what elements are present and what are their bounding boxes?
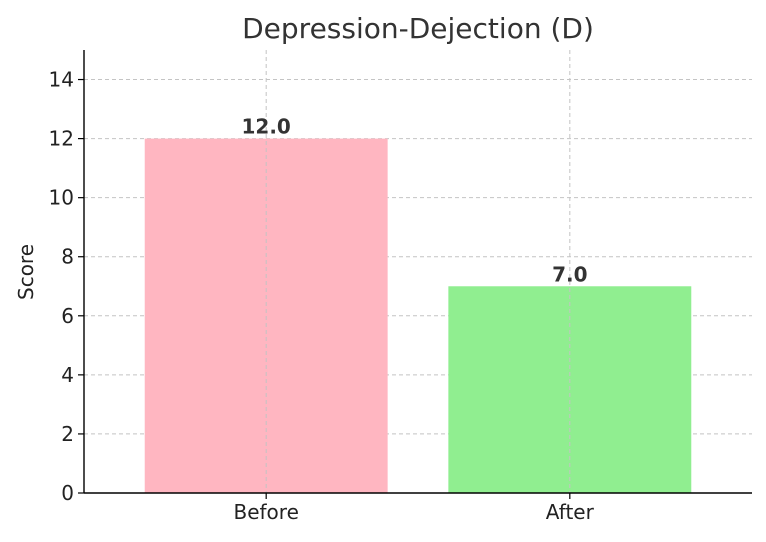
y-tick-label: 4 — [61, 363, 74, 387]
axes — [78, 50, 752, 499]
x-tick-label: Before — [233, 500, 298, 524]
y-tick-label: 8 — [61, 245, 74, 269]
data-label: 12.0 — [242, 115, 291, 139]
y-tick-label: 6 — [61, 304, 74, 328]
y-tick-label: 14 — [49, 68, 74, 92]
bars — [144, 138, 692, 493]
y-tick-label: 10 — [49, 186, 74, 210]
chart-title: Depression-Dejection (D) — [242, 12, 594, 45]
labels: 0 2 4 6 8 10 12 14 Before After 12.0 7.0 — [49, 68, 595, 524]
y-tick-label: 2 — [61, 422, 74, 446]
data-label: 7.0 — [552, 262, 587, 286]
y-axis-label: Score — [14, 244, 38, 300]
x-tick-label: After — [546, 500, 595, 524]
y-tick-label: 0 — [61, 481, 74, 505]
y-tick-label: 12 — [49, 127, 74, 151]
